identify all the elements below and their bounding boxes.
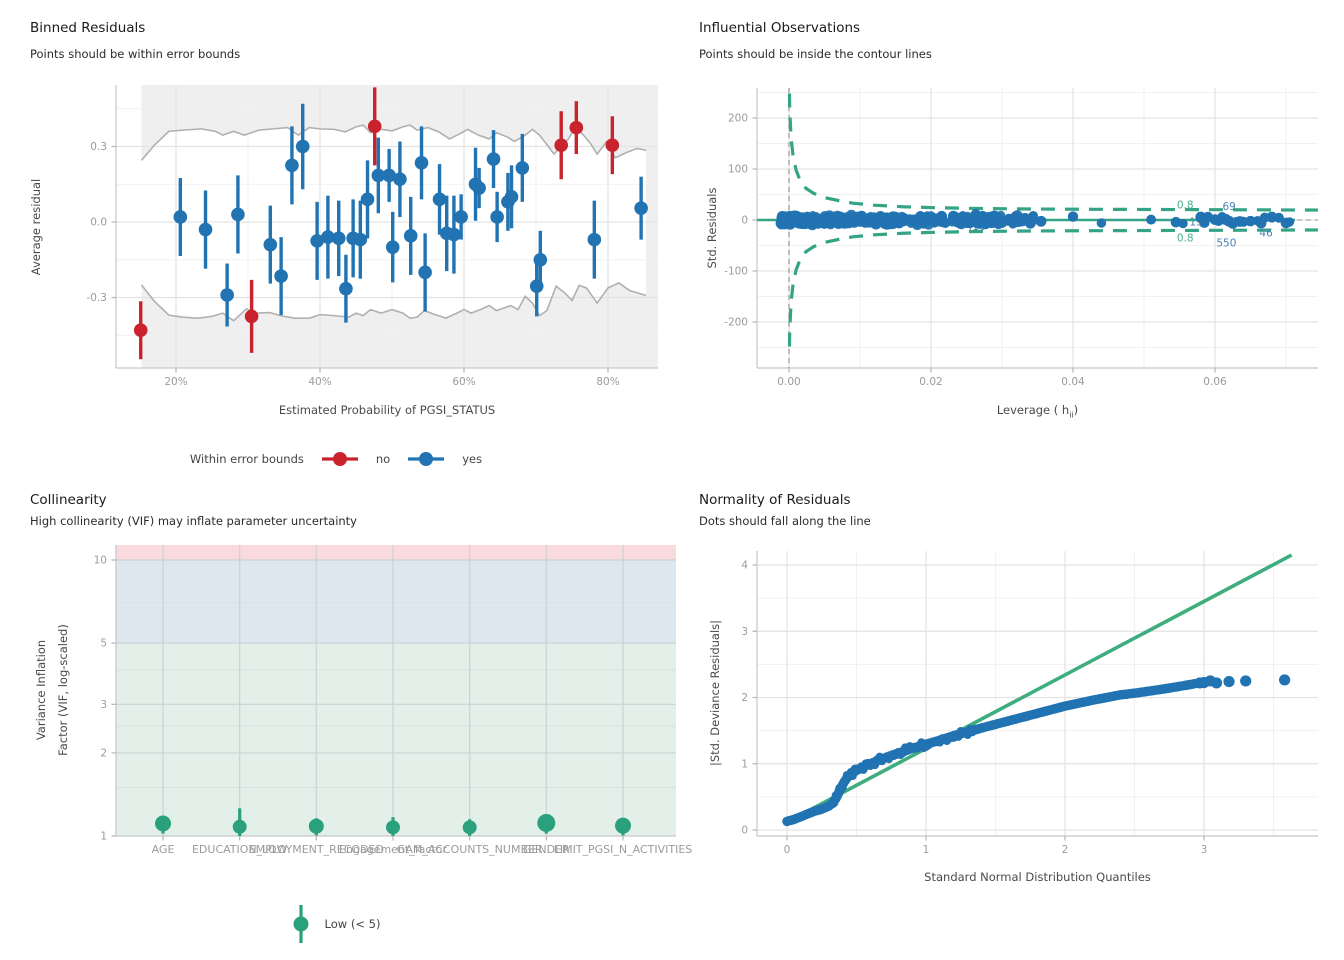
influential-x-axis-title: Leverage ( hii) [996,403,1079,420]
svg-text:0: 0 [784,844,791,856]
svg-text:1: 1 [100,831,107,843]
legend-no-glyph [321,452,358,466]
svg-text:46: 46 [1259,227,1273,239]
svg-text:0.3: 0.3 [90,141,107,153]
svg-text:0: 0 [741,825,748,837]
svg-text:GENDER: GENDER [523,843,570,856]
binned-legend-title: Within error bounds [189,452,304,466]
influential-observations-panel: 2001000-100-2000.000.020.040.061994100.8… [724,88,1318,388]
svg-text:4: 4 [741,560,748,572]
svg-text:1: 1 [741,758,748,770]
binned-title: Binned Residuals [30,20,146,36]
svg-text:1: 1 [923,844,930,856]
collinearity-panel: 10 5 3 2 1 [94,545,676,843]
svg-text:-100: -100 [724,266,748,278]
binned-legend-no-label: no [375,452,391,466]
binned-subtitle: Points should be within error bounds [30,47,241,61]
collinearity-subtitle: High collinearity (VIF) may inflate para… [30,514,357,528]
svg-text:-200: -200 [724,317,748,329]
svg-text:2: 2 [100,747,107,759]
binned-legend-yes-label: yes [462,452,483,466]
svg-text:3: 3 [100,699,107,711]
svg-text:0.02: 0.02 [919,376,942,388]
collinearity-y-axis-title-line2: Factor (VIF, log-scaled) [56,624,70,756]
influential-title: Influential Observations [699,20,861,36]
svg-text:0.8: 0.8 [1177,232,1194,244]
binned-legend: Within error bounds no yes [0,446,672,472]
normality-y-axis-title: |Std. Deviance Residuals| [708,619,722,767]
svg-text:2: 2 [1062,844,1069,856]
binned-residuals-panel: 0.3 0.0 -0.3 20% 40% 60% 80% [87,85,658,388]
svg-text:0: 0 [741,215,748,227]
svg-text:550: 550 [1216,237,1236,249]
svg-text:5: 5 [100,638,107,650]
svg-text:10: 10 [94,555,107,567]
svg-text:GAM_ACCOUNTS_NUMBER: GAM_ACCOUNTS_NUMBER [397,843,543,856]
svg-text:0.06: 0.06 [1203,376,1227,388]
svg-text:40%: 40% [308,376,331,388]
svg-text:0.00: 0.00 [777,376,800,388]
svg-text:0.0: 0.0 [90,217,107,229]
svg-text:LIMIT_PGSI_N_ACTIVITIES: LIMIT_PGSI_N_ACTIVITIES [554,843,693,856]
binned-points-no [133,87,620,360]
normality-title: Normality of Residuals [699,492,851,508]
legend-yes-glyph [408,452,445,466]
svg-text:AGE: AGE [152,843,175,856]
influential-y-axis-title: Std. Residuals [705,187,719,269]
normality-subtitle: Dots should fall along the line [699,514,871,528]
svg-text:80%: 80% [596,376,619,388]
collinearity-title: Collinearity [30,492,107,508]
svg-text:200: 200 [728,113,748,125]
svg-text:0.04: 0.04 [1061,376,1085,388]
collinearity-y-axis-title-line1: Variance Inflation [34,639,48,741]
svg-text:100: 100 [728,164,748,176]
svg-text:EDUCATION_LOW: EDUCATION_LOW [192,843,288,856]
legend-low-glyph [293,905,309,943]
binned-x-axis-title: Estimated Probability of PGSI_STATUS [278,403,496,417]
svg-text:EMPLOYMENT_RECODED: EMPLOYMENT_RECODED [249,843,384,856]
qq-panel: 0 1 2 3 4 0 1 2 3 [741,551,1318,856]
svg-text:3: 3 [741,626,748,638]
leverage-points [775,209,1295,231]
binned-points-yes [173,103,648,327]
qq-dots [782,674,1291,827]
vif-points [155,808,631,836]
collinearity-legend: Low (< 5) [0,902,672,946]
svg-text:Engagement_factor: Engagement_factor [339,843,447,856]
collinearity-legend-low-label: Low (< 5) [324,917,381,931]
svg-text:-0.3: -0.3 [87,292,108,304]
svg-text:2: 2 [741,692,748,704]
svg-text:0.8: 0.8 [1177,200,1194,212]
normality-x-axis-title: Standard Normal Distribution Quantiles [924,870,1151,884]
svg-text:3: 3 [1201,844,1208,856]
binned-y-axis-title: Average residual [29,178,43,276]
svg-text:60%: 60% [452,376,475,388]
svg-text:69: 69 [1223,201,1236,213]
influential-subtitle: Points should be inside the contour line… [699,47,932,61]
collinearity-category-labels: AGE EDUCATION_LOWEMPLOYMENT_RECODEDEngage… [152,836,693,856]
svg-text:20%: 20% [164,376,187,388]
